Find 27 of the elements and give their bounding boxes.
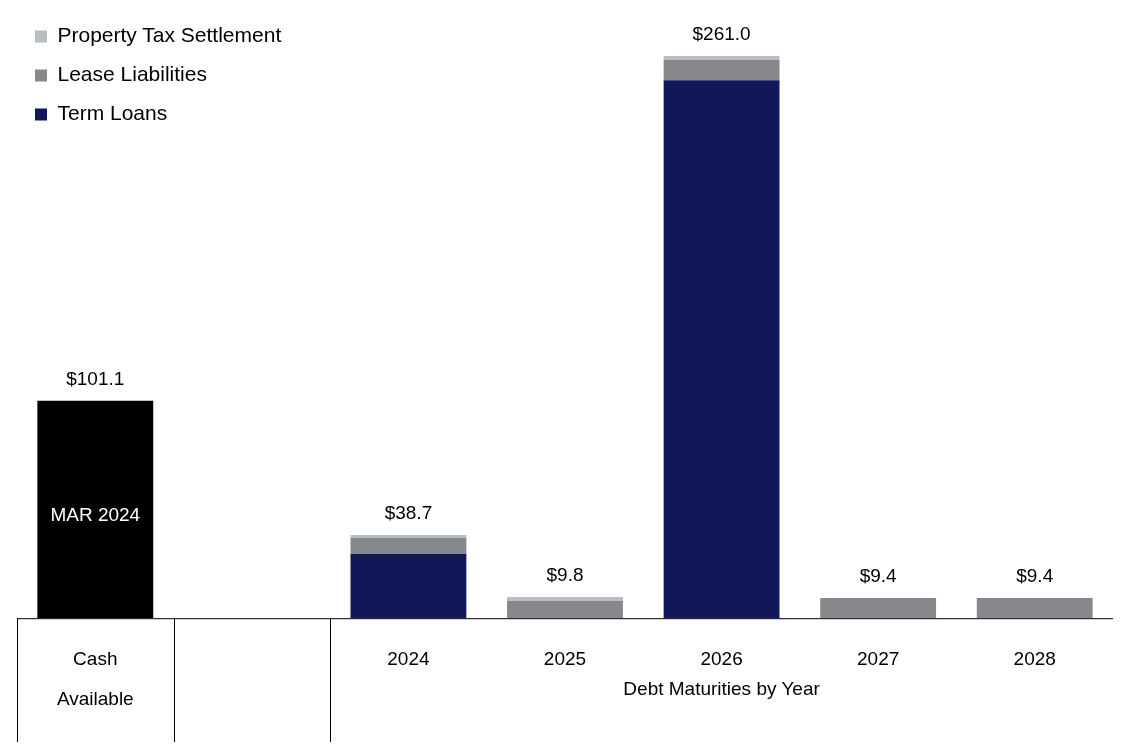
- annotation: $101.1: [66, 367, 125, 389]
- bar: [976, 597, 1093, 619]
- annotation: $261.0: [692, 23, 751, 44]
- annotation: $38.7: [384, 501, 433, 523]
- bar: [663, 80, 780, 619]
- bar: [350, 537, 467, 555]
- x-tick-label: 2028: [1013, 648, 1056, 670]
- bar: [507, 600, 623, 619]
- annotation: $9.4: [859, 564, 898, 586]
- x-tick-label: Cash Available: [56, 648, 134, 710]
- bar: [350, 554, 467, 619]
- bar: [663, 59, 780, 81]
- annotation: MAR 2024: [50, 503, 141, 525]
- x-axis-title: Debt Maturities by Year: [623, 678, 821, 700]
- x-tick-label: 2027: [857, 648, 900, 670]
- bar: [820, 597, 937, 619]
- x-tick-label: 2026: [700, 648, 743, 670]
- legend-label: Lease Liabilities: [57, 62, 207, 86]
- bar: [507, 597, 623, 601]
- annotation: $9.4: [1016, 564, 1054, 586]
- legend-label: Property Tax Settlement: [57, 23, 282, 47]
- bar: [663, 56, 780, 60]
- annotation: $9.8: [546, 564, 584, 586]
- x-tick-label: 2025: [543, 648, 587, 670]
- legend-label: Term Loans: [57, 101, 168, 125]
- bar: [350, 534, 467, 538]
- x-tick-label: 2024: [387, 648, 430, 670]
